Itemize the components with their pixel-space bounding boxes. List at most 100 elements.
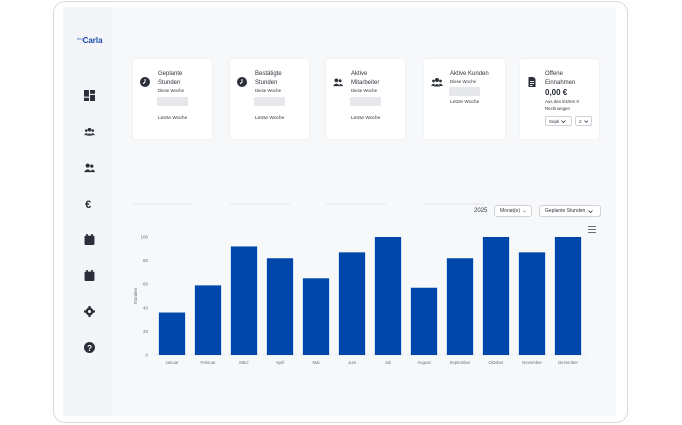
- bar: [374, 237, 402, 355]
- x-tick-label: Juni: [348, 360, 356, 365]
- bar: [266, 258, 294, 355]
- x-tick-label: September: [449, 360, 471, 365]
- x-tick-label: Dezember: [558, 360, 578, 365]
- value-placeholder: [449, 87, 480, 96]
- card-planned-hours: Geplante Stunden Diese Woche Letzte Woch…: [133, 59, 212, 139]
- card-note-line2: Rechnungen: [545, 106, 570, 111]
- count-select[interactable]: 2: [575, 116, 592, 126]
- x-tick-label: Februar: [200, 360, 216, 365]
- card-confirmed-hours: Bestätigte Stunden Diese Woche Letzte Wo…: [230, 59, 309, 139]
- metric-select[interactable]: Geplante Stunden: [539, 205, 601, 217]
- card-title: Aktive Mitarbeiter: [351, 70, 406, 87]
- month-select[interactable]: Septi: [545, 116, 572, 126]
- bar: [410, 287, 438, 355]
- card-note-line1: Aus den letzten 0: [545, 99, 579, 104]
- user-friends-icon[interactable]: [82, 160, 96, 174]
- bar: [518, 252, 546, 355]
- calendar-alt-icon[interactable]: [82, 268, 96, 282]
- x-tick-label: August: [417, 360, 431, 365]
- x-tick-label: Juli: [385, 360, 391, 365]
- y-tick-label: 60: [143, 282, 149, 287]
- card-title-line1: Bestätigte: [255, 71, 282, 77]
- value-placeholder: [350, 97, 381, 106]
- card-title-line1: Offene: [545, 71, 563, 77]
- chart-menu-icon[interactable]: [588, 226, 596, 233]
- card-title-line1: Aktive: [351, 71, 368, 77]
- hours-bar-chart: Stunden 0 20 40 60 80 100 Januar Februar März Apri…: [133, 235, 586, 365]
- card-title: Bestätigte Stunden: [255, 70, 310, 87]
- month-select-value: Septi: [549, 118, 560, 124]
- logo-text: Carla: [82, 36, 103, 45]
- card-title-line2: Stunden: [255, 79, 278, 86]
- card-title-line2: Mitarbeiter: [351, 79, 380, 86]
- card-title-line2: Stunden: [158, 79, 181, 86]
- count-select-value: 2: [579, 118, 582, 124]
- bar: [482, 237, 510, 355]
- last-week-link[interactable]: Letzte Woche: [351, 116, 381, 121]
- period-select-value: Monat(e): [500, 208, 521, 214]
- clock-icon: [140, 74, 150, 87]
- last-week-link[interactable]: Letzte Woche: [450, 100, 480, 105]
- card-subtitle: Diese Woche: [255, 88, 282, 93]
- bar: [554, 237, 582, 355]
- card-open-revenue: Offene Einnahmen 0,00 € Aus den letzten …: [520, 59, 599, 139]
- chevron-down-icon: [523, 210, 526, 212]
- x-tick-label: Oktober: [488, 360, 504, 365]
- users-group-icon: [431, 74, 443, 87]
- last-week-link[interactable]: Letzte Woche: [158, 116, 188, 121]
- bar: [230, 246, 258, 355]
- card-title-line1: Geplante: [158, 71, 183, 77]
- y-tick-label: 0: [145, 353, 148, 358]
- x-tick-label: März: [239, 360, 249, 365]
- bar: [446, 258, 474, 355]
- calendar-icon[interactable]: [82, 232, 96, 246]
- skeleton-strip: [230, 203, 290, 205]
- open-revenue-value: 0,00 €: [545, 88, 568, 97]
- chevron-down-icon: [583, 119, 588, 123]
- bar: [194, 285, 222, 355]
- card-title-line1: Aktive Kunden: [450, 71, 489, 77]
- y-tick-label: 100: [140, 235, 148, 240]
- x-tick-label: April: [276, 360, 285, 365]
- value-placeholder: [157, 97, 188, 106]
- bar: [302, 278, 330, 355]
- invoice-icon: [527, 74, 537, 87]
- x-tick-label: Mai: [313, 360, 320, 365]
- clock-icon: [237, 74, 247, 87]
- chevron-down-icon: [561, 119, 567, 123]
- value-placeholder: [254, 97, 285, 106]
- users-group-icon[interactable]: [82, 124, 96, 138]
- year-label: 2025: [474, 208, 488, 214]
- y-tick-label: 40: [143, 305, 149, 310]
- svg-text:€: €: [85, 198, 91, 208]
- chevron-down-icon: [588, 209, 594, 213]
- card-title-line2: Einnahmen: [545, 79, 576, 86]
- dashboard-icon[interactable]: [82, 88, 96, 102]
- users-icon: [333, 74, 343, 87]
- app-window: InqCarla € ?: [63, 7, 616, 416]
- card-active-customers: Aktive Kunden Diese Woche Letzte Woche: [424, 59, 505, 139]
- svg-text:?: ?: [87, 343, 92, 352]
- skeleton-strip: [326, 203, 386, 205]
- card-title: Geplante Stunden: [158, 70, 213, 87]
- app-logo[interactable]: InqCarla: [77, 36, 103, 45]
- x-tick-label: November: [522, 360, 542, 365]
- card-title: Offene Einnahmen: [545, 70, 600, 87]
- card-title: Aktive Kunden: [450, 70, 505, 79]
- bar: [158, 312, 186, 355]
- skeleton-strip: [133, 203, 193, 205]
- y-tick-label: 80: [143, 258, 149, 263]
- gear-icon[interactable]: [82, 304, 96, 318]
- y-tick-label: 20: [143, 329, 149, 334]
- period-select[interactable]: Monat(e): [494, 205, 532, 217]
- metric-select-value: Geplante Stunden: [545, 208, 586, 214]
- y-axis-label: Stunden: [133, 287, 138, 304]
- card-active-employees: Aktive Mitarbeiter Diese Woche Letzte Wo…: [326, 59, 405, 139]
- card-subtitle: Diese Woche: [450, 79, 477, 84]
- euro-icon[interactable]: €: [82, 196, 96, 210]
- help-icon[interactable]: ?: [82, 340, 96, 354]
- skeleton-strip: [424, 203, 484, 205]
- card-subtitle: Diese Woche: [351, 88, 378, 93]
- bar: [338, 252, 366, 355]
- last-week-link[interactable]: Letzte Woche: [255, 116, 285, 121]
